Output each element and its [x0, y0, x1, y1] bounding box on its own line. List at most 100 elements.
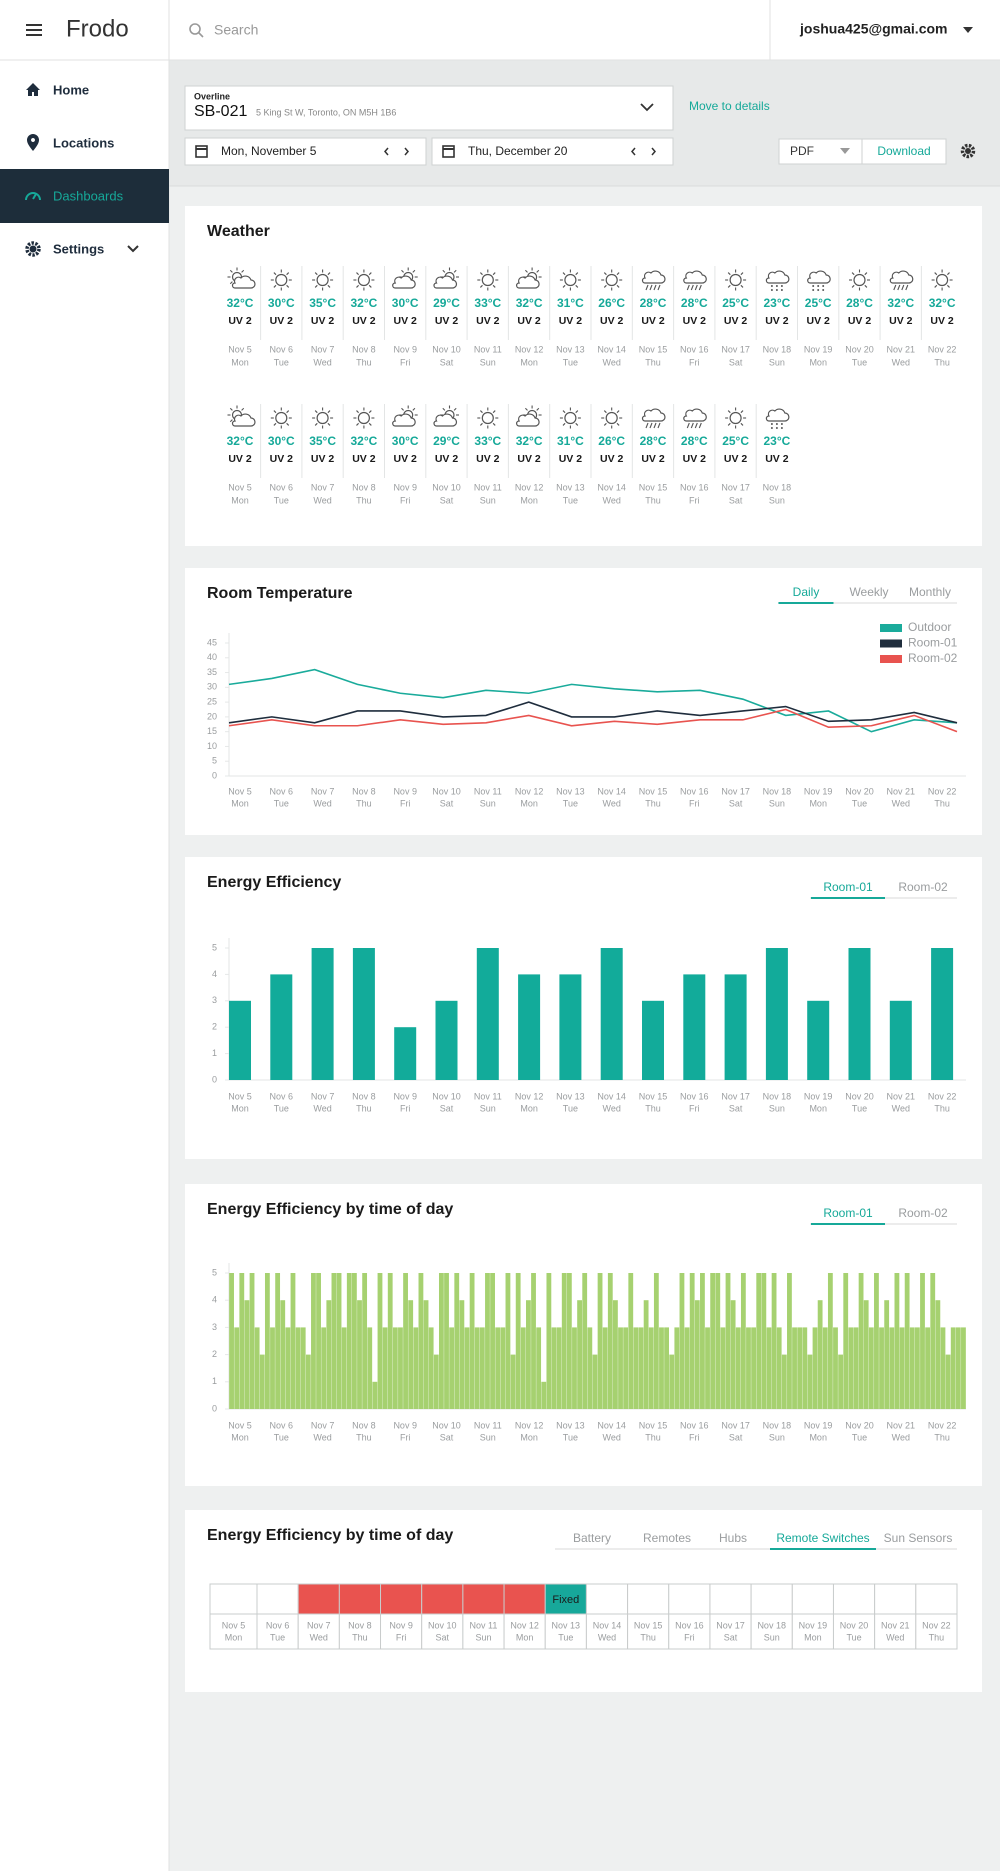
x-tick-date: Nov 20 [845, 1091, 874, 1101]
bar [341, 1327, 347, 1409]
bar [838, 1354, 844, 1409]
date-prev[interactable] [384, 147, 389, 156]
download-button[interactable] [861, 138, 947, 165]
weather-temp: 32°C [929, 296, 956, 310]
date-next[interactable] [651, 147, 656, 156]
user-menu-caret[interactable] [963, 27, 973, 33]
tab[interactable]: Remotes [643, 1531, 691, 1545]
details-link[interactable]: Move to details [689, 99, 770, 113]
nav-item[interactable]: Locations [53, 135, 114, 150]
weather-uv: UV 2 [394, 453, 418, 465]
x-tick-weekday: Mon [520, 1432, 538, 1442]
weather-icon-sunny [270, 269, 292, 291]
x-tick-date: Nov 11 [474, 1091, 502, 1101]
x-tick-weekday: Mon [231, 798, 249, 808]
settings-gear[interactable] [960, 143, 976, 159]
x-tick-date: Nov 5 [228, 1091, 252, 1101]
weather-date: Nov 19 [804, 344, 833, 354]
tab[interactable]: Battery [573, 1531, 611, 1545]
weather-icon-rain [641, 270, 666, 291]
sun-ray [616, 272, 620, 276]
date-cell [627, 1613, 670, 1650]
weather-uv: UV 2 [517, 453, 541, 465]
tab[interactable]: Room-01 [823, 1206, 873, 1220]
weather-date: Nov 8 [352, 482, 376, 492]
x-tick-weekday: Wed [313, 798, 331, 808]
tab[interactable]: Room-01 [823, 880, 873, 894]
x-tick-weekday: Thu [934, 1103, 950, 1113]
bar [945, 1354, 951, 1409]
weather-uv: UV 2 [270, 315, 294, 327]
x-tick-weekday: Mon [809, 1103, 827, 1113]
rain-drop [698, 284, 702, 291]
sun-ray [562, 422, 566, 426]
weather-date: Nov 11 [474, 344, 502, 354]
weather-temp: 33°C [474, 296, 501, 310]
date-cell [750, 1613, 793, 1650]
sun-ray [575, 272, 579, 276]
tab[interactable]: Hubs [719, 1531, 747, 1545]
weather-temp: 28°C [681, 296, 708, 310]
tab[interactable]: Remote Switches [776, 1531, 869, 1545]
tab[interactable]: Daily [793, 585, 820, 599]
nav-item[interactable]: Dashboards [53, 188, 124, 203]
sun-ray [368, 284, 372, 288]
weather-uv: UV 2 [683, 453, 707, 465]
search-input[interactable]: Search [214, 22, 258, 38]
download-text: Download [877, 144, 930, 158]
format-select[interactable] [778, 138, 863, 165]
date-cell [874, 1613, 917, 1650]
bar [546, 1273, 552, 1409]
bar [495, 1327, 501, 1409]
bar [792, 1327, 797, 1409]
sun-ray [229, 269, 233, 273]
sun-ray [314, 284, 318, 288]
tab[interactable]: Room-02 [898, 880, 948, 894]
nav-item[interactable]: Home [53, 82, 89, 97]
bar [761, 1273, 767, 1409]
weather-icon-sunny [725, 407, 747, 429]
nav-item[interactable]: Settings [53, 241, 104, 256]
sun [481, 411, 494, 425]
cloud [641, 408, 666, 422]
weather-weekday: Wed [313, 357, 331, 367]
menu-icon[interactable] [26, 24, 42, 36]
tab[interactable]: Room-02 [898, 1206, 948, 1220]
x-tick-date: Nov 17 [721, 1091, 750, 1101]
weather-weekday: Mon [809, 357, 827, 367]
weather-date: Nov 22 [928, 344, 957, 354]
weather-uv: UV 2 [641, 315, 665, 327]
tab[interactable]: Sun Sensors [884, 1531, 953, 1545]
bar [394, 1027, 417, 1080]
weather-weekday: Tue [563, 495, 578, 505]
x-tick-date: Nov 12 [515, 1420, 544, 1430]
bar [613, 1300, 618, 1409]
tab[interactable]: Weekly [849, 585, 888, 599]
x-tick-date: Nov 6 [270, 786, 294, 796]
cloud [392, 413, 416, 427]
sun-ray [356, 284, 359, 288]
search-icon [189, 23, 204, 38]
x-tick-weekday: Fri [400, 1103, 411, 1113]
rain-drop [649, 422, 653, 429]
sun-ray [479, 272, 483, 276]
calendar-icon [442, 145, 455, 158]
user-email[interactable]: joshua425@gmai.com [799, 21, 947, 37]
site-select[interactable] [184, 85, 674, 131]
sun [935, 273, 949, 287]
date-next[interactable] [404, 147, 409, 156]
status-cell [380, 1583, 423, 1615]
nav-chevron [127, 245, 139, 253]
date-prev[interactable] [631, 147, 636, 156]
search-handle [198, 32, 204, 38]
x-tick-date: Nov 21 [887, 786, 916, 796]
weather-icon-sunny [353, 407, 375, 429]
x-tick-weekday: Wed [892, 798, 910, 808]
sun [853, 273, 866, 287]
bar [249, 1273, 255, 1409]
y-tick-label: 0 [212, 770, 217, 780]
tab[interactable]: Monthly [909, 585, 951, 599]
cloud [889, 270, 914, 284]
x-tick-weekday: Tue [852, 798, 867, 808]
x-tick-date: Nov 7 [311, 1091, 335, 1101]
